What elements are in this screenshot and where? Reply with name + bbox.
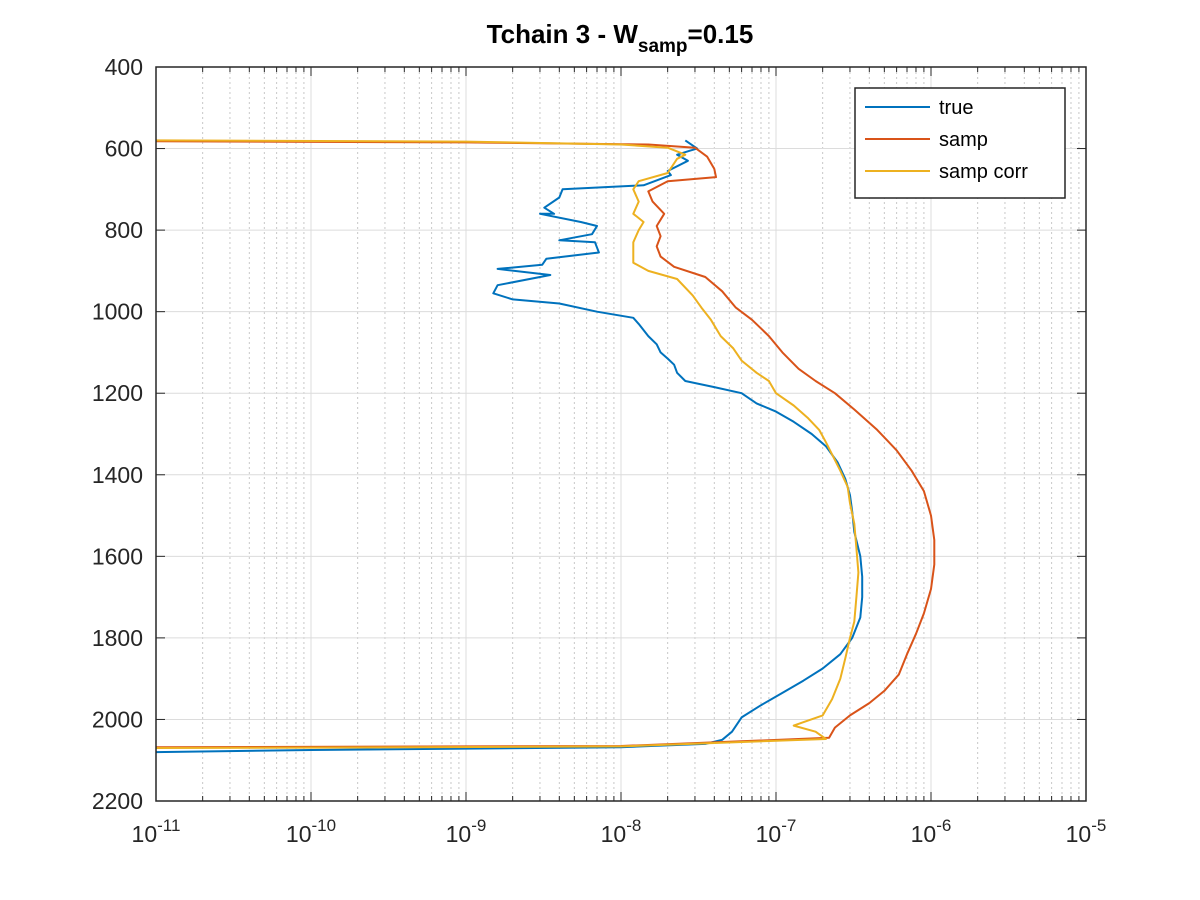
y-tick-label: 1400	[92, 462, 143, 488]
legend-label: true	[939, 97, 973, 119]
x-tick-label: 10-6	[911, 816, 952, 847]
y-tick-label: 2200	[92, 788, 143, 814]
x-tick-label: 10-7	[756, 816, 797, 847]
y-tick-label: 1800	[92, 625, 143, 651]
series-lines	[155, 139, 936, 754]
x-tick-label: 10-8	[601, 816, 642, 847]
legend-label: samp corr	[939, 161, 1028, 183]
y-tick-label: 1200	[92, 380, 143, 406]
x-tick-label: 10-9	[446, 816, 487, 847]
y-tick-label: 2000	[92, 706, 143, 732]
y-tick-label: 800	[105, 217, 143, 243]
y-tick-label: 400	[105, 54, 143, 80]
x-tick-label: 10-11	[132, 816, 181, 847]
x-tick-label: 10-10	[286, 816, 336, 847]
x-tick-labels: 10-11 10-10 10-9 10-8 10-7 10-6 10-5	[132, 816, 1107, 847]
y-tick-labels: 400 600 800 1000 1200 1400 1600 1800 2000 2200	[92, 54, 143, 814]
series-line-1	[155, 140, 936, 749]
chart-title: Tchain 3 - Wsamp=0.15	[487, 19, 754, 57]
series-line-0	[155, 139, 864, 754]
legend: true samp samp corr	[854, 87, 1066, 199]
legend-label: samp	[939, 129, 988, 151]
y-tick-label: 1600	[92, 543, 143, 569]
y-tick-label: 1000	[92, 299, 143, 325]
axis-ticks	[155, 66, 1087, 802]
y-tick-label: 600	[105, 136, 143, 162]
x-tick-label: 10-5	[1066, 816, 1107, 847]
series-line-2	[155, 139, 860, 749]
